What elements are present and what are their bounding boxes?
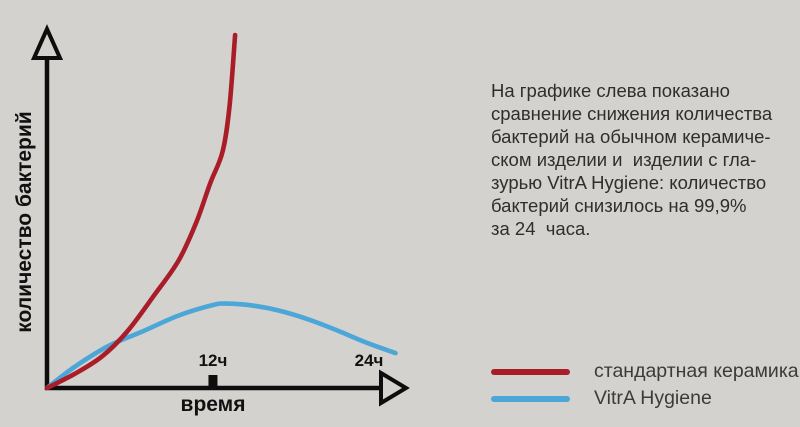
legend-swatch-standard-ceramic [491, 368, 570, 375]
legend-item-vitra-hygiene: VitrA Hygiene [491, 385, 799, 412]
y-axis-arrow-icon [30, 24, 64, 60]
tick-label-24ч: 24ч [355, 351, 384, 370]
description-line: На графике слева показано [491, 80, 730, 101]
legend-label-vitra-hygiene: VitrA Hygiene [594, 387, 712, 409]
legend-item-standard-ceramic: стандартная керамика [491, 358, 799, 385]
chart-series [44, 32, 398, 391]
description-line: бактерий снизилось на 99,9% [491, 195, 747, 216]
description-line: бактерий на обычном керамиче- [491, 126, 771, 147]
description-line: сравнение снижения количества [491, 103, 773, 124]
description-text: На графике слева показано сравнение сниж… [491, 79, 791, 240]
series-standard-ceramic [44, 32, 238, 391]
x-axis-ticks: 12ч 24ч [199, 351, 384, 388]
description-line: за 24 часа. [491, 218, 591, 239]
y-axis-label: количество бактерий [13, 111, 36, 332]
chart-legend: стандартная керамика VitrA Hygiene [491, 358, 799, 412]
bacteria-decline-chart: 12ч 24ч время количество бактерий [13, 24, 410, 416]
description-line: зурью VitrA Hygiene: количество [491, 172, 767, 193]
x-axis-arrow-icon [379, 369, 410, 407]
series-vitra-hygiene [44, 301, 398, 391]
description-line: ском изделии и изделии с гла- [491, 149, 757, 170]
x-axis-label: время [181, 393, 246, 416]
legend-swatch-vitra-hygiene [491, 395, 570, 402]
legend-label-standard-ceramic: стандартная керамика [594, 360, 799, 382]
tick-label-12ч: 12ч [199, 351, 228, 370]
